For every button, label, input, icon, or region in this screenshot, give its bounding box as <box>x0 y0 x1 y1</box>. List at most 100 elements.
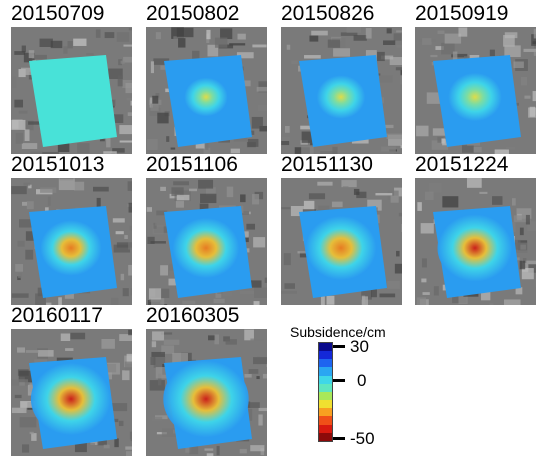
terrain-texture <box>73 38 87 46</box>
terrain-texture <box>240 194 246 203</box>
terrain-texture <box>238 211 250 215</box>
terrain-texture <box>331 201 343 208</box>
terrain-texture <box>299 251 310 258</box>
terrain-texture <box>114 438 119 448</box>
terrain-texture <box>103 444 110 449</box>
colorbar <box>318 342 333 442</box>
terrain-texture <box>283 253 291 266</box>
subsidence-bowl <box>184 77 228 117</box>
terrain-texture <box>290 205 304 217</box>
subsidence-map <box>281 27 402 154</box>
terrain-texture <box>207 44 219 57</box>
terrain-texture <box>29 383 36 392</box>
colorbar-segment <box>319 359 332 368</box>
colorbar-segment <box>319 383 332 392</box>
terrain-texture <box>387 190 399 201</box>
terrain-texture <box>116 242 132 248</box>
terrain-texture <box>422 292 430 295</box>
terrain-texture <box>111 403 128 412</box>
map-graphic <box>146 27 267 154</box>
terrain-texture <box>122 370 130 381</box>
terrain-texture <box>182 300 196 305</box>
terrain-texture <box>461 145 474 153</box>
terrain-texture <box>504 45 521 58</box>
terrain-texture <box>346 27 362 33</box>
terrain-texture <box>237 33 246 40</box>
terrain-texture <box>301 131 319 143</box>
terrain-texture <box>389 57 402 66</box>
terrain-texture <box>25 231 40 241</box>
terrain-texture <box>435 46 444 50</box>
terrain-texture <box>130 288 132 296</box>
terrain-texture <box>151 416 163 421</box>
terrain-texture <box>236 52 254 59</box>
terrain-texture <box>300 125 315 130</box>
subsidence-map <box>146 329 267 456</box>
terrain-texture <box>281 207 291 210</box>
panel-date-label: 20150826 <box>281 2 375 25</box>
terrain-texture <box>489 49 495 57</box>
terrain-texture <box>92 186 109 192</box>
terrain-texture <box>125 451 132 456</box>
terrain-texture <box>31 54 47 60</box>
map-graphic <box>11 329 132 456</box>
terrain-texture <box>250 280 262 288</box>
terrain-texture <box>286 44 291 50</box>
terrain-texture <box>103 151 117 154</box>
terrain-texture <box>31 433 37 441</box>
map-graphic <box>281 27 402 154</box>
terrain-texture <box>21 45 26 53</box>
terrain-texture <box>19 417 37 428</box>
terrain-texture <box>429 182 442 193</box>
terrain-texture <box>430 54 438 58</box>
subsidence-map <box>146 178 267 305</box>
map-graphic <box>11 27 132 154</box>
terrain-texture <box>116 32 130 42</box>
terrain-texture <box>340 32 358 36</box>
terrain-texture <box>206 453 214 456</box>
terrain-texture <box>153 58 170 65</box>
terrain-texture <box>129 225 132 231</box>
terrain-texture <box>127 112 132 116</box>
terrain-texture <box>515 287 523 295</box>
terrain-texture <box>320 295 325 305</box>
terrain-texture <box>452 51 458 61</box>
terrain-texture <box>128 242 132 250</box>
terrain-texture <box>148 288 162 300</box>
terrain-texture <box>28 184 32 189</box>
terrain-texture <box>156 210 168 216</box>
terrain-texture <box>422 38 432 45</box>
terrain-texture <box>11 407 27 414</box>
map-graphic <box>11 178 132 305</box>
terrain-texture <box>393 33 402 41</box>
terrain-texture <box>308 193 326 200</box>
terrain-texture <box>527 221 536 232</box>
terrain-texture <box>126 97 132 101</box>
terrain-texture <box>120 273 125 281</box>
subsidence-map <box>11 178 132 305</box>
terrain-texture <box>251 116 263 129</box>
terrain-texture <box>260 440 267 448</box>
terrain-texture <box>11 293 29 298</box>
terrain-texture <box>341 180 357 188</box>
legend-title: Subsidence/cm <box>290 324 386 340</box>
terrain-texture <box>250 445 265 452</box>
terrain-texture <box>258 414 263 426</box>
terrain-texture <box>519 260 526 270</box>
insar-coverage <box>29 55 117 147</box>
subsidence-map <box>11 329 132 456</box>
terrain-texture <box>244 374 252 378</box>
terrain-texture <box>125 446 132 450</box>
terrain-texture <box>199 203 209 210</box>
terrain-texture <box>396 45 402 48</box>
terrain-texture <box>35 293 46 305</box>
terrain-texture <box>185 444 192 453</box>
terrain-texture <box>108 68 123 80</box>
terrain-texture <box>57 143 70 152</box>
terrain-texture <box>529 106 536 117</box>
terrain-texture <box>361 289 372 300</box>
colorbar-zero-label: 0 <box>357 371 367 390</box>
terrain-texture <box>332 146 338 154</box>
terrain-texture <box>21 143 38 150</box>
subsidence-map <box>415 178 536 305</box>
